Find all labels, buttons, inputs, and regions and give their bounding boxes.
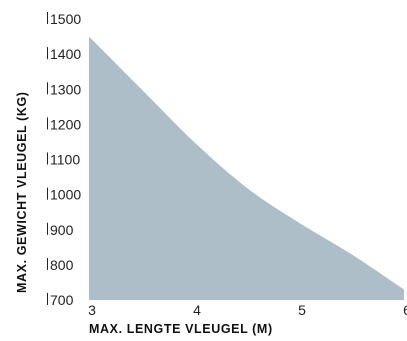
area-layer [89, 36, 404, 300]
y-tick-mark [47, 47, 48, 60]
y-tick-label: 1500 [50, 11, 81, 27]
y-tick-mark [47, 152, 48, 165]
x-tick-label: 3 [88, 302, 96, 318]
y-tick-mark [47, 187, 48, 200]
y-tick-label: 700 [50, 292, 74, 308]
y-tick-mark [47, 12, 48, 24]
y-tick-label: 1400 [50, 46, 81, 62]
y-axis-ticks: 700 800 900 1000 1100 1200 1300 1400 1500 [47, 11, 81, 308]
y-axis-title: MAX. GEWICHT VLEUGEL (KG) [15, 91, 29, 293]
y-tick-label: 1300 [50, 81, 81, 97]
y-tick-label: 1200 [50, 116, 81, 132]
x-axis-title: MAX. LENGTE VLEUGEL (M) [89, 322, 273, 336]
y-tick-mark [47, 222, 48, 235]
y-tick-mark [47, 293, 48, 305]
y-tick-label: 900 [50, 222, 74, 238]
y-tick-label: 800 [50, 257, 74, 273]
x-tick-label: 4 [193, 302, 201, 318]
y-tick-mark [47, 82, 48, 95]
y-tick-mark [47, 257, 48, 270]
x-tick-label: 5 [298, 302, 306, 318]
y-tick-mark [47, 117, 48, 130]
x-axis-ticks: 3 4 5 6 [88, 302, 407, 318]
x-tick-label: 6 [403, 302, 407, 318]
area-series [89, 36, 404, 300]
y-tick-label: 1000 [50, 187, 81, 203]
y-tick-label: 1100 [50, 152, 80, 168]
